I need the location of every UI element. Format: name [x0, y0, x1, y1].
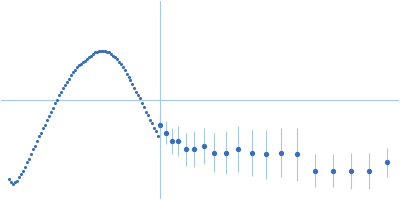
Point: [92, 51, 98, 54]
Point: [151, 126, 158, 130]
Point: [88, 54, 94, 57]
Point: [38, 131, 44, 134]
Point: [48, 110, 54, 113]
Point: [139, 102, 146, 105]
Point: [20, 169, 26, 172]
Point: [10, 182, 16, 185]
Point: [24, 161, 30, 164]
Point: [141, 105, 148, 108]
Point: [145, 113, 152, 116]
Point: [129, 82, 136, 85]
Point: [14, 179, 20, 182]
Point: [111, 56, 118, 59]
Point: [44, 118, 50, 121]
Point: [119, 66, 126, 69]
Point: [127, 79, 134, 82]
Point: [106, 51, 112, 54]
Point: [123, 72, 130, 75]
Point: [84, 57, 90, 61]
Point: [90, 52, 96, 56]
Point: [66, 77, 72, 80]
Point: [115, 61, 122, 64]
Point: [70, 70, 76, 74]
Point: [110, 54, 116, 57]
Point: [40, 126, 46, 130]
Point: [72, 69, 78, 72]
Point: [28, 153, 34, 156]
Point: [64, 80, 70, 84]
Point: [143, 110, 150, 113]
Point: [54, 98, 60, 102]
Point: [100, 49, 106, 52]
Point: [32, 144, 38, 148]
Point: [74, 66, 80, 69]
Point: [62, 84, 68, 87]
Point: [50, 107, 56, 110]
Point: [6, 177, 12, 180]
Point: [155, 135, 162, 138]
Point: [8, 181, 14, 184]
Point: [96, 49, 102, 52]
Point: [149, 121, 156, 125]
Point: [12, 181, 18, 184]
Point: [131, 87, 138, 90]
Point: [94, 51, 100, 54]
Point: [18, 172, 24, 176]
Point: [113, 57, 120, 61]
Point: [42, 123, 48, 126]
Point: [58, 90, 64, 93]
Point: [26, 158, 32, 161]
Point: [46, 115, 52, 118]
Point: [125, 75, 132, 79]
Point: [34, 139, 40, 143]
Point: [121, 69, 128, 72]
Point: [104, 51, 110, 54]
Point: [22, 166, 28, 169]
Point: [82, 59, 88, 62]
Point: [98, 49, 104, 52]
Point: [52, 102, 58, 105]
Point: [36, 135, 42, 138]
Point: [153, 130, 160, 133]
Point: [117, 62, 124, 65]
Point: [137, 97, 144, 100]
Point: [80, 61, 86, 64]
Point: [56, 93, 62, 97]
Point: [78, 62, 84, 65]
Point: [76, 64, 82, 67]
Point: [86, 56, 92, 59]
Point: [68, 74, 74, 77]
Point: [16, 176, 22, 179]
Point: [147, 118, 154, 121]
Point: [135, 93, 142, 97]
Point: [133, 90, 140, 93]
Point: [30, 148, 36, 151]
Point: [60, 87, 66, 90]
Point: [102, 49, 108, 52]
Point: [108, 52, 114, 56]
